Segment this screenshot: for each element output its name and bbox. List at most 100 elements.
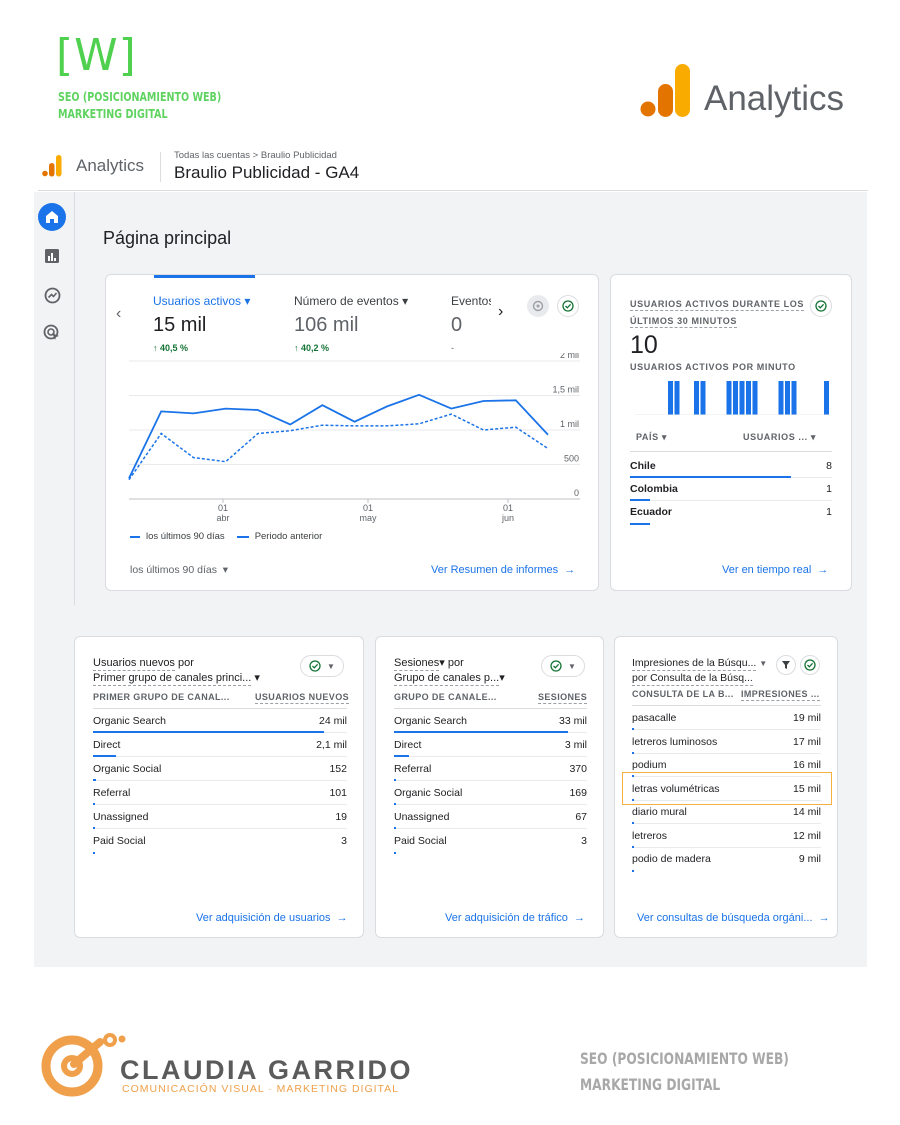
table-row[interactable]: Unassigned 19: [93, 805, 347, 829]
nav-rail-divider: [74, 192, 75, 605]
row-value: 12 mil: [792, 829, 821, 842]
row-label: Referral: [93, 787, 131, 799]
table-row[interactable]: Unassigned 67: [394, 805, 587, 829]
card-status-menu[interactable]: ▼: [541, 655, 585, 677]
row-label: letras volumétricas: [632, 782, 720, 795]
realtime-value: 10: [630, 331, 658, 359]
view-realtime-link[interactable]: Ver en tiempo real →: [722, 564, 829, 576]
row-label: pasacalle: [632, 712, 677, 724]
table-row[interactable]: pasacalle 19 mil: [632, 706, 821, 730]
table-row[interactable]: Organic Social 169: [394, 781, 587, 805]
table-row[interactable]: podio de madera 9 mil: [632, 847, 821, 872]
bar-chart-icon: [45, 249, 59, 263]
minute-bar: [752, 381, 758, 415]
realtime-status-button[interactable]: [810, 295, 832, 317]
row-value: 101: [329, 787, 347, 799]
y-tick-label: 1,5 mil: [552, 385, 579, 395]
card-title[interactable]: Usuarios nuevos por Primer grupo de cana…: [93, 657, 260, 686]
table-row[interactable]: Paid Social 3: [93, 829, 347, 854]
per-minute-bars: [635, 381, 830, 415]
view-search-queries-link[interactable]: Ver consultas de búsqueda orgáni... →: [637, 912, 830, 924]
metric-tab-active-users[interactable]: Usuarios activos ▾ 15 mil ↑ 40,5 %: [153, 294, 250, 353]
prev-arrow-icon[interactable]: ‹: [116, 305, 122, 322]
metric-tab-conversions[interactable]: Eventos 0 -: [451, 294, 491, 353]
view-traffic-acquisition-link[interactable]: Ver adquisición de tráfico →: [445, 912, 586, 924]
table-row[interactable]: Organic Social 152: [93, 757, 347, 781]
col-header-metric[interactable]: USUARIOS NUEVOS: [255, 692, 350, 704]
table-row[interactable]: Organic Search 24 mil: [93, 709, 347, 733]
row-label: Unassigned: [93, 811, 149, 823]
status-check-button[interactable]: [557, 295, 579, 317]
metric-change: ↑ 40,5 %: [153, 343, 189, 353]
table-row[interactable]: Organic Search 33 mil: [394, 709, 587, 733]
analytics-big-text: Analytics: [704, 79, 845, 118]
row-label: letreros: [632, 829, 668, 842]
row-label: Paid Social: [93, 835, 146, 847]
col-header-dimension: GRUPO DE CANALE...: [394, 692, 497, 702]
y-tick-label: 2 mil: [560, 353, 579, 360]
metric-change: -: [451, 343, 454, 353]
series-line-current: [128, 393, 549, 479]
row-bar: [93, 731, 325, 733]
row-value: 24 mil: [318, 715, 347, 727]
table-row[interactable]: Direct 3 mil: [394, 733, 587, 757]
minute-bar: [668, 381, 673, 415]
table-row[interactable]: Referral 101: [93, 781, 347, 805]
row-bar: [93, 803, 95, 805]
row-bar: [394, 755, 410, 757]
metric-tab-events[interactable]: Número de eventos ▾ 106 mil ↑ 40,2 %: [294, 294, 408, 353]
table-row[interactable]: Referral 370: [394, 757, 587, 781]
table-row[interactable]: letreros luminosos 17 mil: [632, 730, 821, 754]
row-value: 19: [335, 811, 347, 823]
row-label: Direct: [394, 739, 422, 751]
row-label: Direct: [93, 739, 121, 751]
view-reports-link[interactable]: Ver Resumen de informes →: [431, 564, 576, 576]
card-title[interactable]: Impresiones de la Búsqu... ▼ por Consult…: [632, 657, 768, 686]
col-header-metric[interactable]: SESIONES: [538, 692, 588, 704]
row-value: 17 mil: [792, 735, 821, 748]
legend-previous: Periodo anterior: [254, 531, 323, 542]
table-row[interactable]: letras volumétricas 15 mil: [632, 777, 821, 801]
y-tick-label: 0: [574, 488, 579, 498]
card-status-button[interactable]: [800, 655, 820, 675]
col-header-metric[interactable]: IMPRESIONES ...: [741, 689, 820, 701]
nav-advertising[interactable]: [38, 319, 66, 347]
next-arrow-icon[interactable]: ›: [498, 303, 504, 320]
cg-tagline: COMUNICACIÓN VISUAL · MARKETING DIGITAL: [122, 1083, 400, 1095]
metric-label: Usuarios activos ▾: [153, 294, 251, 308]
table-row[interactable]: Paid Social 3: [394, 829, 587, 854]
date-range-selector[interactable]: los últimos 90 días ▾: [130, 564, 229, 576]
row-value: 67: [575, 811, 587, 823]
nav-explore[interactable]: [38, 281, 66, 309]
metric-label: Número de eventos ▾: [294, 294, 409, 308]
analytics-big-logo: Analytics: [640, 64, 844, 118]
metric-value: 0: [451, 314, 463, 336]
table-row[interactable]: podium 16 mil: [632, 753, 821, 777]
filter-button[interactable]: [776, 655, 796, 675]
view-user-acquisition-link[interactable]: Ver adquisición de usuarios →: [196, 912, 348, 924]
metric-change: ↑ 40,2 %: [294, 343, 330, 353]
analytics-small-icon: [42, 155, 62, 177]
property-selector[interactable]: Braulio Publicidad - GA4: [174, 163, 360, 182]
row-value: 3: [581, 835, 587, 847]
brand-line2: MARKETING DIGITAL: [58, 106, 168, 121]
nav-reports[interactable]: [38, 242, 66, 270]
ga-app-logo[interactable]: Analytics: [42, 155, 144, 177]
nav-home[interactable]: [38, 203, 66, 231]
row-bar: [632, 728, 635, 730]
row-label: Organic Social: [394, 787, 463, 799]
target-cursor-icon: [43, 324, 59, 340]
legend-current: los últimos 90 días: [146, 531, 225, 542]
table-row[interactable]: diario mural 14 mil: [632, 800, 821, 824]
breadcrumb[interactable]: Todas las cuentas > Braulio Publicidad: [174, 150, 337, 161]
x-tick-day: 01: [218, 503, 228, 513]
insights-button[interactable]: [527, 295, 549, 317]
country-row: Chile 8: [630, 454, 832, 478]
x-tick-day: 01: [363, 503, 373, 513]
table-row[interactable]: Direct 2,1 mil: [93, 733, 347, 757]
card-status-menu[interactable]: ▼: [300, 655, 344, 677]
search-queries-card: Impresiones de la Búsqu... ▼ por Consult…: [614, 636, 838, 938]
table-row[interactable]: letreros 12 mil: [632, 824, 821, 848]
card-title[interactable]: Sesiones▾ por Grupo de canales p...▾: [394, 657, 505, 686]
col-header-dimension: PRIMER GRUPO DE CANAL...: [93, 692, 230, 702]
